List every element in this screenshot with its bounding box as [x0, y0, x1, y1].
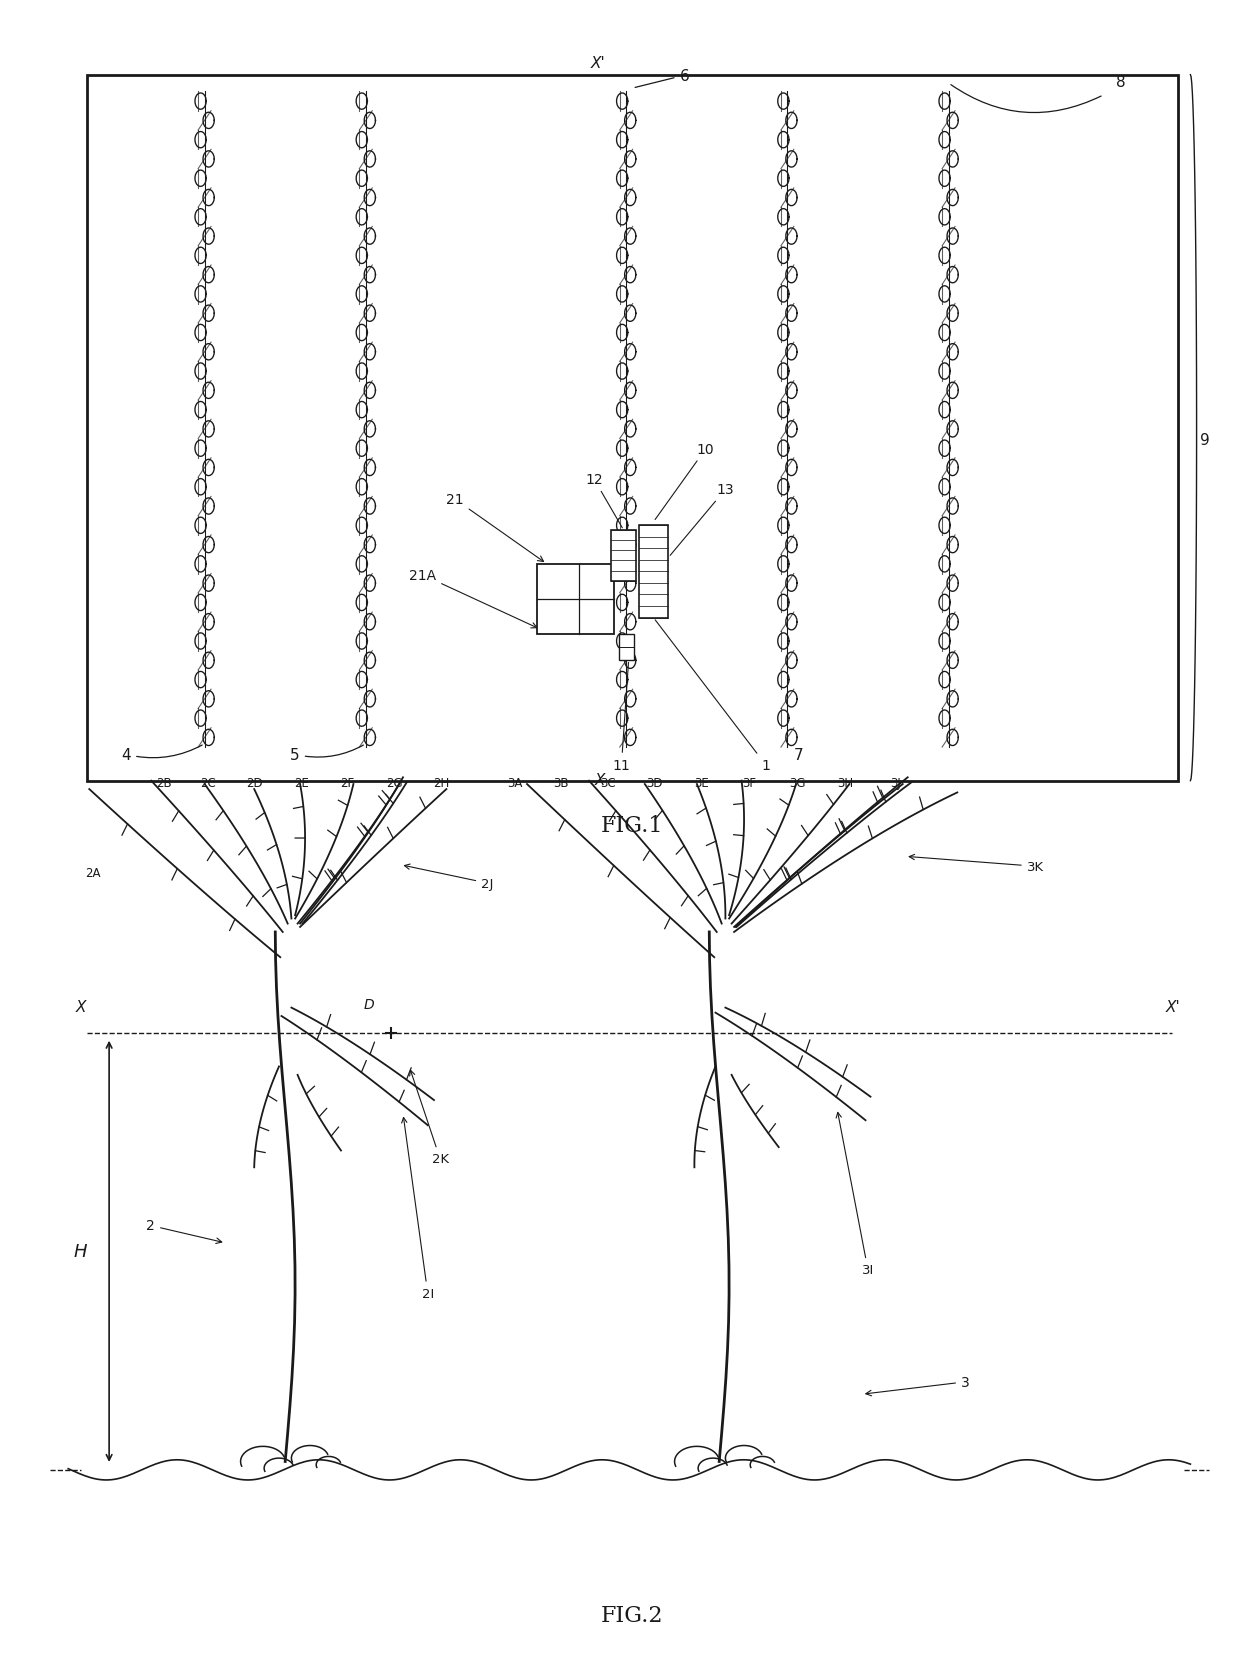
Text: 2B: 2B [156, 776, 171, 790]
Text: 3F: 3F [742, 776, 756, 790]
Text: 2J: 2J [404, 865, 494, 890]
Text: X': X' [590, 55, 605, 71]
Text: H: H [74, 1243, 87, 1260]
Text: 4: 4 [122, 746, 202, 763]
Text: X: X [76, 1000, 86, 1015]
Text: 12: 12 [585, 472, 622, 529]
Text: 2A: 2A [86, 867, 100, 880]
Bar [537, 564, 614, 635]
Text: 2D: 2D [246, 776, 263, 790]
Text: 3B: 3B [553, 776, 568, 790]
Text: 1: 1 [655, 620, 770, 773]
Text: 3G: 3G [789, 776, 806, 790]
Text: 6: 6 [635, 69, 689, 89]
Text: 3C: 3C [600, 776, 615, 790]
Text: FIG.1: FIG.1 [601, 815, 663, 837]
Text: 2I: 2I [402, 1117, 434, 1300]
Text: X: X [595, 773, 605, 788]
Bar [639, 526, 668, 618]
Text: 2C: 2C [201, 776, 216, 790]
Text: 13: 13 [670, 482, 734, 556]
Text: 2F: 2F [340, 776, 355, 790]
Text: 3E: 3E [694, 776, 709, 790]
Text: 7: 7 [787, 744, 804, 763]
Text: 3H: 3H [837, 776, 854, 790]
Text: 2K: 2K [409, 1070, 449, 1166]
Text: 2G: 2G [386, 776, 403, 790]
Text: 3A: 3A [507, 776, 522, 790]
Text: 3I: 3I [836, 1112, 874, 1277]
Bar [619, 635, 634, 660]
Text: 10: 10 [655, 442, 714, 521]
Text: 21: 21 [446, 492, 543, 563]
Text: 2E: 2E [294, 776, 309, 790]
Text: 8: 8 [1116, 76, 1126, 91]
Text: 11: 11 [613, 664, 630, 773]
Text: 21A: 21A [409, 568, 537, 628]
Text: 3J: 3J [890, 776, 900, 790]
Text: 2: 2 [146, 1218, 222, 1243]
Text: X': X' [1166, 1000, 1180, 1015]
Text: FIG.2: FIG.2 [601, 1604, 663, 1626]
Text: 9: 9 [1200, 433, 1210, 449]
Text: 5: 5 [290, 746, 363, 763]
Text: D: D [363, 996, 374, 1011]
Text: 2H: 2H [433, 776, 450, 790]
Text: 3D: 3D [646, 776, 663, 790]
Text: 3: 3 [866, 1374, 970, 1396]
Bar [87, 76, 1178, 781]
Bar [611, 531, 636, 581]
Text: 3K: 3K [909, 855, 1044, 874]
